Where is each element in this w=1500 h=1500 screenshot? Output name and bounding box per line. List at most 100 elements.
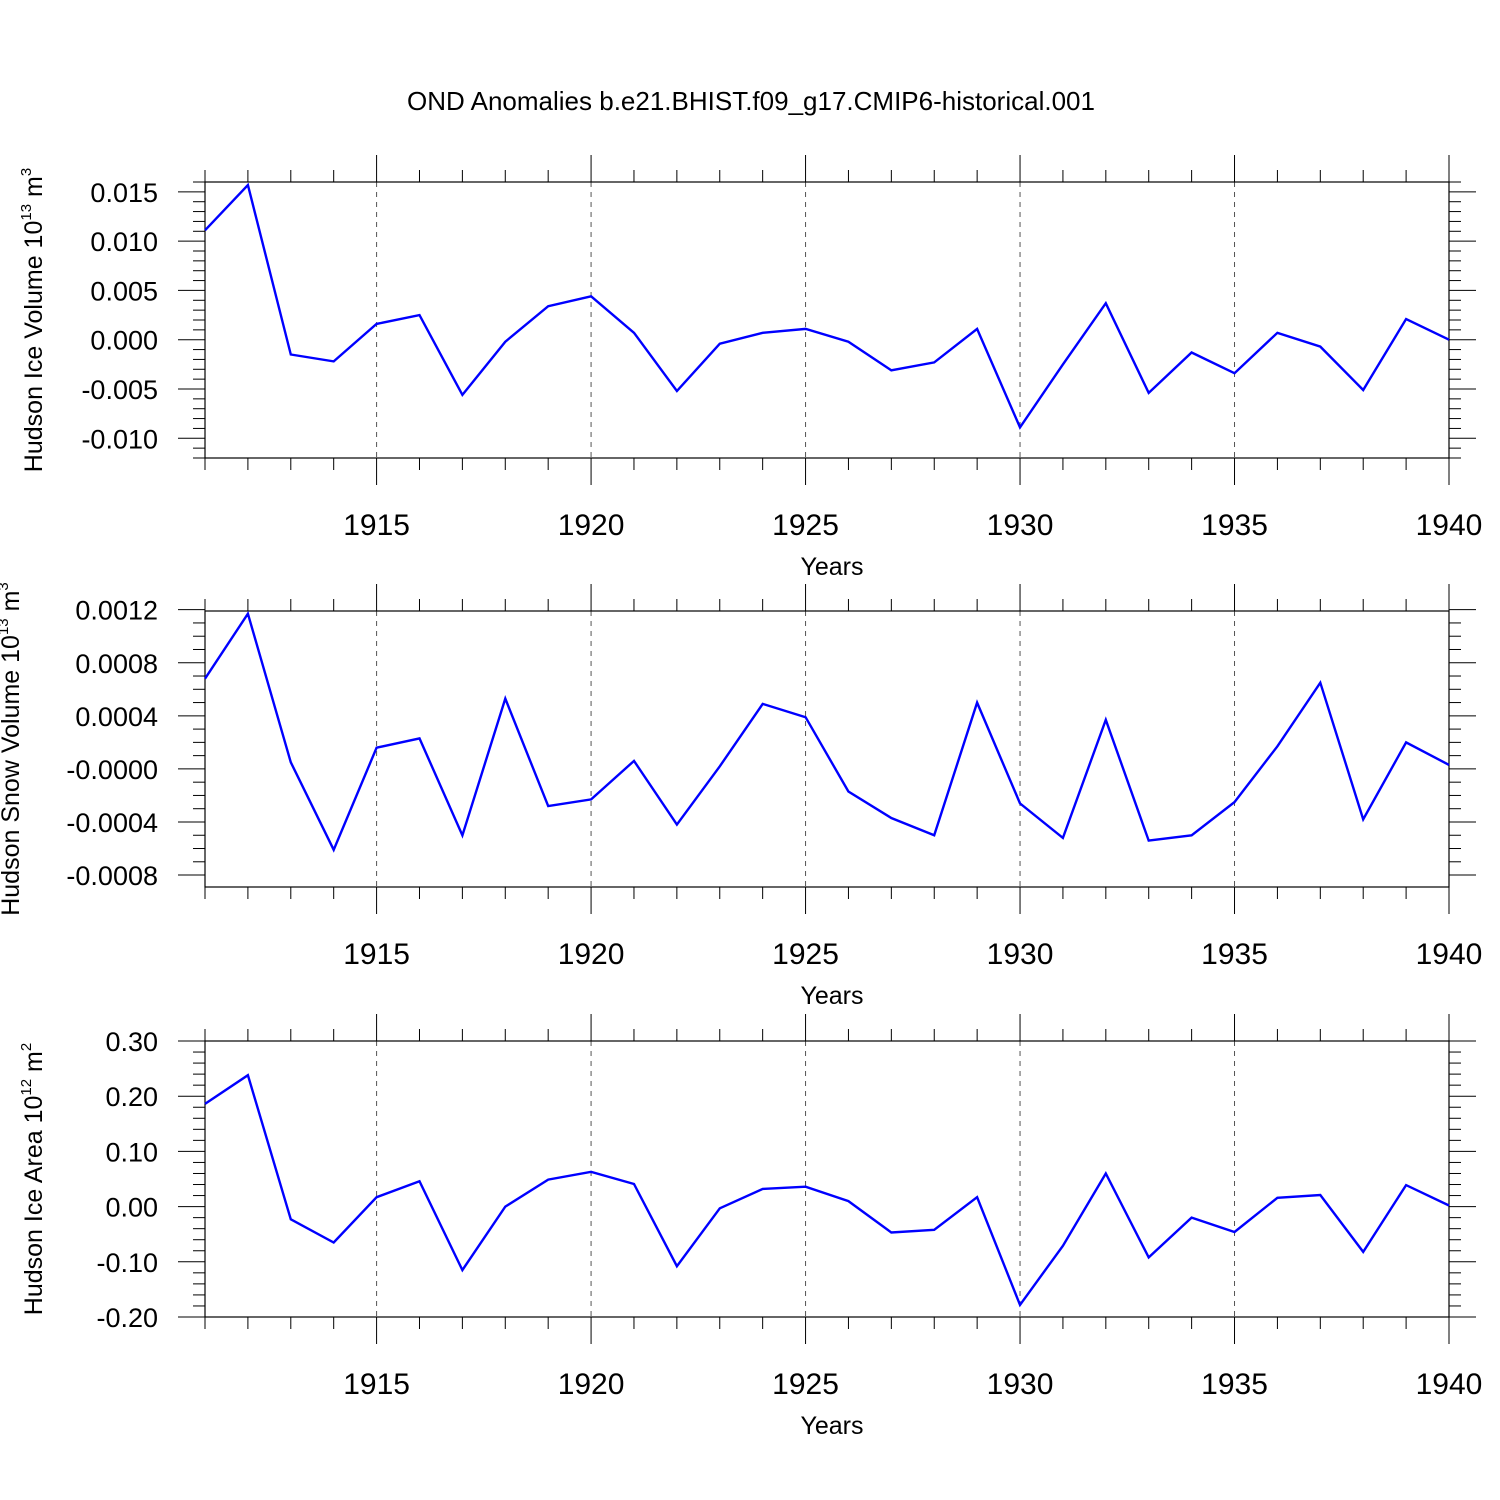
- series-line-snow-volume: [203, 610, 1450, 853]
- data-point-1926: [846, 789, 850, 793]
- data-point-1927: [889, 816, 893, 820]
- x-tick-label-1940: 1940: [1416, 938, 1483, 971]
- x-tick-label-1930: 1930: [987, 1368, 1054, 1401]
- y-axis-label-unit: m: [20, 1051, 48, 1079]
- data-point-1925: [804, 327, 808, 331]
- x-tick-label-1935: 1935: [1201, 938, 1268, 971]
- data-point-1929: [975, 701, 979, 705]
- data-point-1936: [1275, 331, 1279, 335]
- y-tick-label: -0.0004: [66, 808, 158, 838]
- data-point-1913: [289, 1217, 293, 1221]
- y-axis-label-main: Hudson Ice Volume 10: [20, 221, 48, 473]
- data-point-1926: [846, 1199, 850, 1203]
- data-point-1919: [546, 1178, 550, 1182]
- y-axis-label-unit-exponent: 2: [18, 1043, 35, 1051]
- y-axis-label: Hudson Ice Area 1012 m2: [18, 1043, 48, 1315]
- x-tick-label-1935: 1935: [1201, 509, 1268, 542]
- x-axis-label: Years: [800, 1412, 863, 1440]
- data-point-1937: [1318, 1193, 1322, 1197]
- x-tick-label-1925: 1925: [772, 1368, 839, 1401]
- y-tick-label: -0.10: [96, 1248, 158, 1278]
- data-point-1929: [975, 1195, 979, 1199]
- data-point-1921: [632, 331, 636, 335]
- y-tick-label: 0.20: [105, 1082, 158, 1112]
- y-tick-label: 0.0012: [75, 596, 158, 626]
- y-tick-label: -0.20: [96, 1303, 158, 1333]
- data-point-1915: [375, 1195, 379, 1199]
- data-point-1929: [975, 327, 979, 331]
- x-tick-label-1925: 1925: [772, 938, 839, 971]
- data-point-1922: [675, 823, 679, 827]
- x-tick-label-1915: 1915: [343, 509, 410, 542]
- data-point-1920: [589, 294, 593, 298]
- data-point-1932: [1104, 301, 1108, 305]
- data-point-1934: [1190, 833, 1194, 837]
- y-axis-label: Hudson Ice Volume 1013 m3: [18, 168, 48, 472]
- series-line-ice-volume: [204, 182, 1450, 430]
- data-point-1938: [1361, 1250, 1365, 1254]
- y-axis-label: Hudson Snow Volume 1013 m3: [0, 582, 25, 916]
- data-point-1916: [417, 736, 421, 740]
- data-point-1918: [503, 340, 507, 344]
- data-point-1930: [1018, 801, 1022, 805]
- data-point-1914: [332, 359, 336, 363]
- data-point-1935: [1233, 800, 1237, 804]
- y-tick-label: 0.015: [90, 178, 158, 208]
- data-point-1926: [846, 340, 850, 344]
- data-point-1939: [1404, 317, 1408, 321]
- data-point-1931: [1061, 362, 1065, 366]
- data-point-1930: [1018, 425, 1022, 429]
- data-point-1916: [417, 313, 421, 317]
- y-axis-label-unit: m: [20, 176, 48, 204]
- data-point-1912: [246, 1073, 250, 1077]
- data-point-1936: [1275, 744, 1279, 748]
- data-point-1935: [1233, 1230, 1237, 1234]
- y-tick-label: 0.000: [90, 326, 158, 356]
- data-point-1933: [1147, 391, 1151, 395]
- data-point-1931: [1061, 1244, 1065, 1248]
- data-point-1912: [246, 183, 250, 187]
- y-axis-label-unit: m: [0, 591, 25, 619]
- data-point-1928: [932, 1228, 936, 1232]
- data-point-1923: [718, 342, 722, 346]
- x-tick-label-1925: 1925: [772, 509, 839, 542]
- data-point-1932: [1104, 1171, 1108, 1175]
- data-point-1939: [1404, 740, 1408, 744]
- data-point-1914: [332, 1240, 336, 1244]
- series-line-ice-area: [204, 1073, 1450, 1308]
- data-point-1925: [804, 715, 808, 719]
- y-tick-label: 0.30: [105, 1027, 158, 1057]
- data-point-1917: [460, 833, 464, 837]
- x-tick-label-1940: 1940: [1416, 1368, 1483, 1401]
- data-point-1918: [503, 1205, 507, 1209]
- panel-ice-area: 0.30 0.20 0.10 0.00 -0.10 -0.20 1915 1920 1925 19…: [18, 1014, 1482, 1440]
- figure-title: OND Anomalies b.e21.BHIST.f09_g17.CMIP6-…: [407, 86, 1095, 116]
- x-tick-label-1930: 1930: [987, 938, 1054, 971]
- data-point-1913: [289, 353, 293, 357]
- data-point-1919: [546, 304, 550, 308]
- data-point-1937: [1318, 345, 1322, 349]
- y-axis-label-unit-exponent: 3: [0, 582, 12, 590]
- x-tick-label-1920: 1920: [558, 938, 625, 971]
- data-point-1922: [675, 389, 679, 393]
- y-axis-label-main: Hudson Snow Volume 10: [0, 635, 25, 916]
- data-point-1918: [503, 697, 507, 701]
- y-axis-label-unit-exponent: 3: [18, 168, 35, 176]
- data-point-1940: [1447, 338, 1451, 342]
- x-tick-label-1940: 1940: [1416, 509, 1483, 542]
- data-point-1931: [1061, 836, 1065, 840]
- data-point-1922: [675, 1264, 679, 1268]
- y-tick-label: -0.010: [81, 424, 158, 454]
- panel-ice-volume: 0.015 0.010 0.005 0.000 -0.005 -0.010 1915 1920…: [18, 155, 1482, 581]
- data-point-1937: [1318, 681, 1322, 685]
- x-axis-label: Years: [800, 982, 863, 1010]
- data-point-1913: [289, 760, 293, 764]
- data-point-1938: [1361, 388, 1365, 392]
- y-tick-label: 0.00: [105, 1193, 158, 1223]
- data-point-1914: [332, 848, 336, 852]
- data-point-1920: [589, 1170, 593, 1174]
- plot-frame: [204, 1040, 1450, 1318]
- panel-snow-volume: 0.0012 0.0008 0.0004 -0.0000 -0.0004 -0.0008 1…: [0, 582, 1482, 1010]
- data-point-1933: [1147, 839, 1151, 843]
